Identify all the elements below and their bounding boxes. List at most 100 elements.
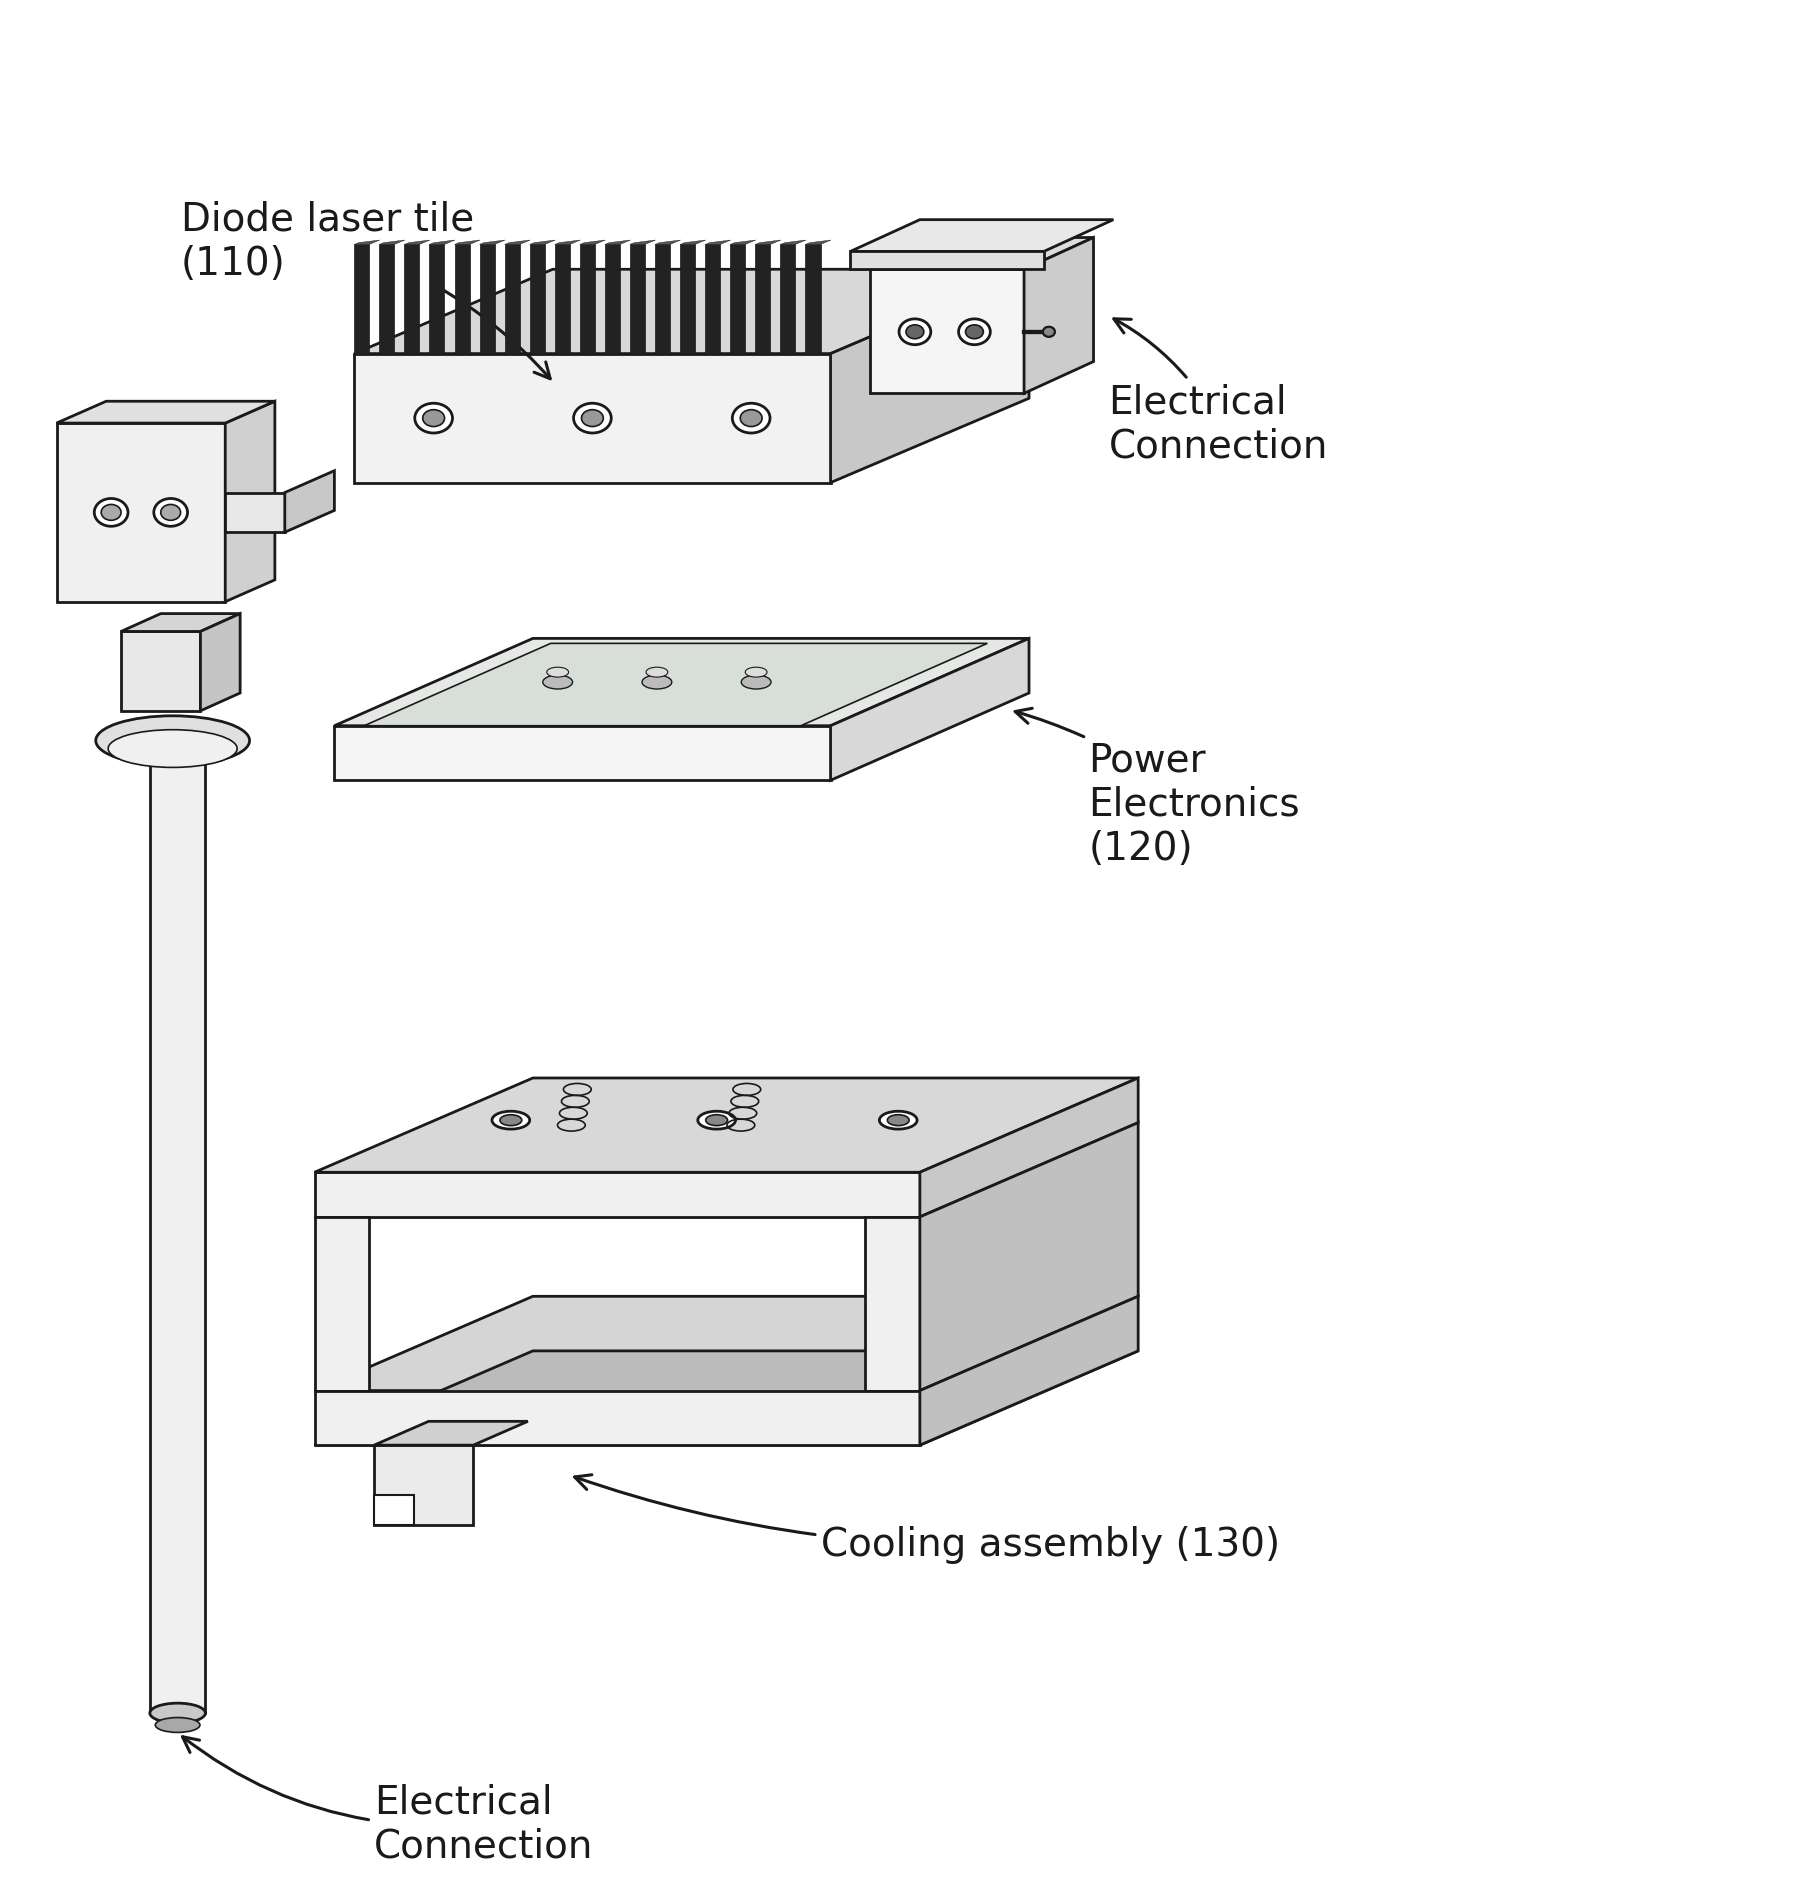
Ellipse shape bbox=[153, 499, 188, 528]
Ellipse shape bbox=[155, 1718, 200, 1733]
Ellipse shape bbox=[646, 668, 668, 678]
Polygon shape bbox=[430, 241, 455, 245]
Polygon shape bbox=[921, 1296, 1139, 1446]
Ellipse shape bbox=[101, 505, 121, 522]
Polygon shape bbox=[870, 270, 1023, 395]
Ellipse shape bbox=[742, 676, 771, 689]
Polygon shape bbox=[430, 245, 444, 355]
Polygon shape bbox=[56, 423, 226, 602]
Ellipse shape bbox=[94, 499, 128, 528]
Polygon shape bbox=[354, 241, 379, 245]
Polygon shape bbox=[605, 241, 630, 245]
Polygon shape bbox=[680, 245, 695, 355]
Polygon shape bbox=[579, 245, 596, 355]
Polygon shape bbox=[314, 1296, 1139, 1391]
Polygon shape bbox=[630, 245, 644, 355]
Ellipse shape bbox=[493, 1112, 529, 1129]
Polygon shape bbox=[731, 245, 745, 355]
Polygon shape bbox=[754, 241, 782, 245]
Polygon shape bbox=[121, 615, 240, 632]
Polygon shape bbox=[354, 270, 1029, 355]
Polygon shape bbox=[200, 615, 240, 712]
Polygon shape bbox=[630, 241, 655, 245]
Polygon shape bbox=[354, 245, 370, 355]
Polygon shape bbox=[921, 1078, 1139, 1217]
Ellipse shape bbox=[699, 1112, 735, 1129]
Ellipse shape bbox=[574, 404, 612, 435]
Polygon shape bbox=[374, 1422, 527, 1446]
Polygon shape bbox=[706, 241, 731, 245]
Ellipse shape bbox=[415, 404, 453, 435]
Polygon shape bbox=[314, 1173, 921, 1217]
Polygon shape bbox=[505, 241, 531, 245]
Polygon shape bbox=[226, 402, 274, 602]
Polygon shape bbox=[870, 239, 1094, 270]
Polygon shape bbox=[605, 245, 619, 355]
Polygon shape bbox=[314, 1351, 1139, 1446]
Polygon shape bbox=[850, 252, 1043, 270]
Ellipse shape bbox=[958, 319, 991, 345]
Text: Electrical
Connection: Electrical Connection bbox=[1108, 319, 1328, 465]
Polygon shape bbox=[404, 245, 419, 355]
Polygon shape bbox=[655, 241, 680, 245]
Polygon shape bbox=[480, 241, 505, 245]
Ellipse shape bbox=[643, 676, 671, 689]
Polygon shape bbox=[334, 727, 830, 780]
Polygon shape bbox=[805, 245, 821, 355]
Polygon shape bbox=[505, 245, 520, 355]
Polygon shape bbox=[865, 1217, 921, 1391]
Ellipse shape bbox=[422, 410, 444, 427]
Polygon shape bbox=[374, 1496, 413, 1524]
Ellipse shape bbox=[500, 1116, 522, 1126]
Ellipse shape bbox=[906, 326, 924, 340]
Ellipse shape bbox=[1043, 328, 1054, 338]
Polygon shape bbox=[150, 761, 206, 1714]
Polygon shape bbox=[334, 640, 1029, 727]
Polygon shape bbox=[480, 245, 495, 355]
Polygon shape bbox=[354, 355, 830, 484]
Polygon shape bbox=[554, 245, 570, 355]
Ellipse shape bbox=[161, 505, 180, 522]
Ellipse shape bbox=[966, 326, 984, 340]
Polygon shape bbox=[529, 241, 556, 245]
Polygon shape bbox=[830, 270, 1029, 484]
Polygon shape bbox=[314, 1078, 1139, 1173]
Polygon shape bbox=[56, 402, 274, 423]
Ellipse shape bbox=[581, 410, 603, 427]
Polygon shape bbox=[579, 241, 605, 245]
Text: Diode laser tile
(110): Diode laser tile (110) bbox=[180, 201, 551, 380]
Ellipse shape bbox=[733, 404, 771, 435]
Polygon shape bbox=[921, 1124, 1139, 1391]
Polygon shape bbox=[1023, 239, 1094, 395]
Polygon shape bbox=[121, 632, 200, 712]
Ellipse shape bbox=[96, 716, 249, 767]
Polygon shape bbox=[374, 1446, 473, 1524]
Ellipse shape bbox=[547, 668, 569, 678]
Polygon shape bbox=[780, 245, 796, 355]
Ellipse shape bbox=[150, 1703, 206, 1723]
Polygon shape bbox=[379, 245, 393, 355]
Polygon shape bbox=[314, 1217, 370, 1391]
Polygon shape bbox=[706, 245, 720, 355]
Polygon shape bbox=[370, 1124, 1083, 1217]
Polygon shape bbox=[285, 471, 334, 533]
Ellipse shape bbox=[879, 1112, 917, 1129]
Polygon shape bbox=[754, 245, 771, 355]
Ellipse shape bbox=[706, 1116, 727, 1126]
Text: Electrical
Connection: Electrical Connection bbox=[182, 1737, 594, 1864]
Polygon shape bbox=[314, 1391, 921, 1446]
Polygon shape bbox=[404, 241, 430, 245]
Ellipse shape bbox=[108, 731, 236, 769]
Text: Cooling assembly (130): Cooling assembly (130) bbox=[574, 1475, 1280, 1562]
Polygon shape bbox=[680, 241, 706, 245]
Text: Power
Electronics
(120): Power Electronics (120) bbox=[1014, 710, 1300, 867]
Polygon shape bbox=[529, 245, 545, 355]
Polygon shape bbox=[365, 643, 987, 727]
Polygon shape bbox=[379, 241, 404, 245]
Polygon shape bbox=[850, 220, 1114, 252]
Polygon shape bbox=[226, 493, 285, 533]
Polygon shape bbox=[554, 241, 579, 245]
Ellipse shape bbox=[745, 668, 767, 678]
Polygon shape bbox=[830, 640, 1029, 780]
Polygon shape bbox=[655, 245, 670, 355]
